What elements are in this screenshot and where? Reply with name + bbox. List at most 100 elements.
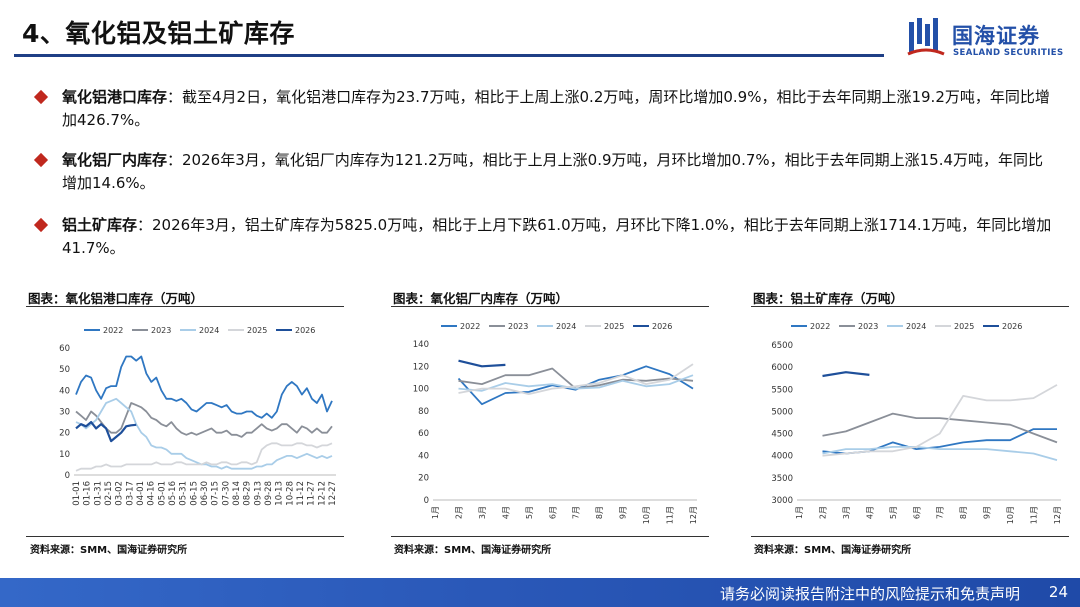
legend-label-2024: 2024 bbox=[906, 322, 926, 331]
x-tick-label: 6月 bbox=[912, 506, 921, 519]
legend-label-2026: 2026 bbox=[295, 326, 315, 335]
x-tick-label: 01-31 bbox=[93, 481, 103, 506]
x-tick-label: 09-28 bbox=[264, 481, 274, 506]
bullet-text: ：截至4月2日，氧化铝港口库存为23.7万吨，相比于上周上涨0.2万吨，周环比增… bbox=[62, 88, 1050, 129]
y-tick-label: 140 bbox=[413, 340, 429, 350]
x-tick-label: 1月 bbox=[795, 506, 804, 519]
chart-bauxite-inventory: 2022 2023 2024 2025 2026 3000 3500 4000 4500 5000… bbox=[771, 322, 1062, 524]
y-tick-label: 60 bbox=[418, 429, 429, 439]
footer-bar: 请务必阅读报告附注中的风险提示和免责声明 24 bbox=[0, 578, 1080, 607]
x-tick-label: 06-15 bbox=[189, 481, 199, 506]
x-tick-label: 11月 bbox=[666, 506, 675, 524]
x-tick-label: 10-13 bbox=[275, 481, 285, 506]
x-tick-label: 6月 bbox=[548, 506, 557, 519]
footer-disclaimer: 请务必阅读报告附注中的风险提示和免责声明 bbox=[719, 585, 1020, 603]
chart-plant-inventory: 2022 2023 2024 2025 2026 0 20 40 60 80 100 120 140 1月… bbox=[413, 322, 698, 524]
y-tick-label: 20 bbox=[418, 474, 429, 484]
series-line-2023 bbox=[75, 402, 333, 438]
series-line-2023 bbox=[822, 412, 1058, 444]
series-line-2026 bbox=[458, 359, 506, 368]
logo-cn-text: 国海证券 bbox=[952, 24, 1040, 48]
chart1-bottom-rule bbox=[26, 536, 344, 537]
x-tick-label: 8月 bbox=[959, 506, 968, 519]
y-tick-label: 4000 bbox=[771, 452, 793, 462]
diamond-bullet-icon bbox=[33, 152, 49, 168]
x-tick-label: 4月 bbox=[501, 506, 510, 519]
y-tick-label: 4500 bbox=[771, 430, 793, 440]
y-tick-label: 10 bbox=[59, 450, 70, 460]
title-underline bbox=[14, 54, 884, 57]
x-tick-label: 07-15 bbox=[211, 481, 221, 506]
series-line-2024 bbox=[75, 397, 333, 470]
y-tick-label: 80 bbox=[418, 407, 429, 417]
y-tick-label: 5500 bbox=[771, 385, 793, 395]
x-tick-label: 11-27 bbox=[307, 481, 317, 506]
series-line-2026 bbox=[822, 371, 870, 378]
x-tick-label: 01-01 bbox=[72, 481, 82, 506]
x-tick-label: 10月 bbox=[642, 506, 651, 524]
legend-label-2022: 2022 bbox=[460, 322, 480, 331]
x-tick-label: 8月 bbox=[595, 506, 604, 519]
legend-label-2023: 2023 bbox=[508, 322, 528, 331]
y-tick-label: 40 bbox=[59, 386, 70, 396]
x-tick-label: 07-30 bbox=[221, 481, 231, 506]
y-tick-label: 60 bbox=[59, 344, 70, 354]
legend-label-2026: 2026 bbox=[1002, 322, 1022, 331]
legend-label-2026: 2026 bbox=[652, 322, 672, 331]
x-tick-label: 9月 bbox=[983, 506, 992, 519]
legend-label-2025: 2025 bbox=[954, 322, 974, 331]
bullet-text: ：2026年3月，铝土矿库存为5825.0万吨，相比于上月下跌61.0万吨，月环… bbox=[62, 216, 1052, 257]
x-tick-label: 03-02 bbox=[115, 481, 125, 506]
chart1-title: 图表：氧化铝港口库存（万吨） bbox=[28, 291, 204, 306]
x-tick-label: 3月 bbox=[478, 506, 487, 519]
x-tick-label: 04-01 bbox=[136, 481, 146, 506]
series-line-2025 bbox=[822, 384, 1058, 457]
bullet-heading: 铝土矿库存 bbox=[62, 216, 138, 234]
x-tick-label: 08-14 bbox=[232, 481, 242, 506]
x-tick-label: 10-28 bbox=[285, 481, 295, 506]
chart3-title: 图表：铝土矿库存（万吨） bbox=[753, 291, 904, 306]
diamond-bullet-icon bbox=[33, 217, 49, 233]
x-tick-label: 09-13 bbox=[253, 481, 263, 506]
x-tick-label: 03-17 bbox=[125, 481, 135, 506]
x-tick-label: 06-30 bbox=[200, 481, 210, 506]
chart2-source: 资料来源：SMM、国海证券研究所 bbox=[394, 545, 552, 556]
y-tick-label: 6500 bbox=[771, 341, 793, 351]
x-tick-label: 05-16 bbox=[168, 481, 178, 506]
x-tick-label: 05-31 bbox=[179, 481, 189, 506]
logo-en-text: SEALAND SECURITIES bbox=[953, 48, 1064, 58]
x-tick-label: 5月 bbox=[889, 506, 898, 519]
x-tick-label: 2月 bbox=[454, 506, 463, 519]
x-tick-label: 12月 bbox=[1053, 506, 1062, 524]
sealand-logo-mark-icon bbox=[907, 18, 945, 56]
page-number: 24 bbox=[1048, 583, 1068, 601]
x-tick-label: 02-15 bbox=[104, 481, 114, 506]
chart1-title-rule bbox=[26, 306, 344, 307]
legend-label-2022: 2022 bbox=[810, 322, 830, 331]
x-tick-label: 11月 bbox=[1030, 506, 1039, 524]
page-title: 4、氧化铝及铝土矿库存 bbox=[22, 19, 295, 48]
x-tick-label: 05-01 bbox=[157, 481, 167, 506]
x-tick-label: 12-27 bbox=[328, 481, 338, 506]
y-tick-label: 3500 bbox=[771, 474, 793, 484]
chart2-bottom-rule bbox=[391, 536, 709, 537]
x-tick-label: 12-12 bbox=[317, 481, 327, 506]
series-line-2025 bbox=[458, 363, 694, 395]
diamond-bullet-icon bbox=[33, 89, 49, 105]
legend-label-2025: 2025 bbox=[604, 322, 624, 331]
series-line-2024 bbox=[458, 374, 694, 392]
series-line-2025 bbox=[75, 442, 333, 472]
series-line-2026 bbox=[75, 421, 137, 443]
series-line-2024 bbox=[822, 446, 1058, 461]
chart3-title-rule bbox=[751, 306, 1069, 307]
chart3-bottom-rule bbox=[751, 536, 1069, 537]
bullet-port-inventory: 氧化铝港口库存：截至4月2日，氧化铝港口库存为23.7万吨，相比于上周上涨0.2… bbox=[33, 86, 1056, 132]
y-tick-label: 50 bbox=[59, 365, 70, 375]
x-tick-label: 7月 bbox=[936, 506, 945, 519]
x-tick-label: 12月 bbox=[689, 506, 698, 524]
chart2-title: 图表：氧化铝厂内库存（万吨） bbox=[393, 291, 569, 306]
y-tick-label: 0 bbox=[65, 471, 70, 481]
chart2-title-rule bbox=[391, 306, 709, 307]
x-tick-label: 10月 bbox=[1006, 506, 1015, 524]
